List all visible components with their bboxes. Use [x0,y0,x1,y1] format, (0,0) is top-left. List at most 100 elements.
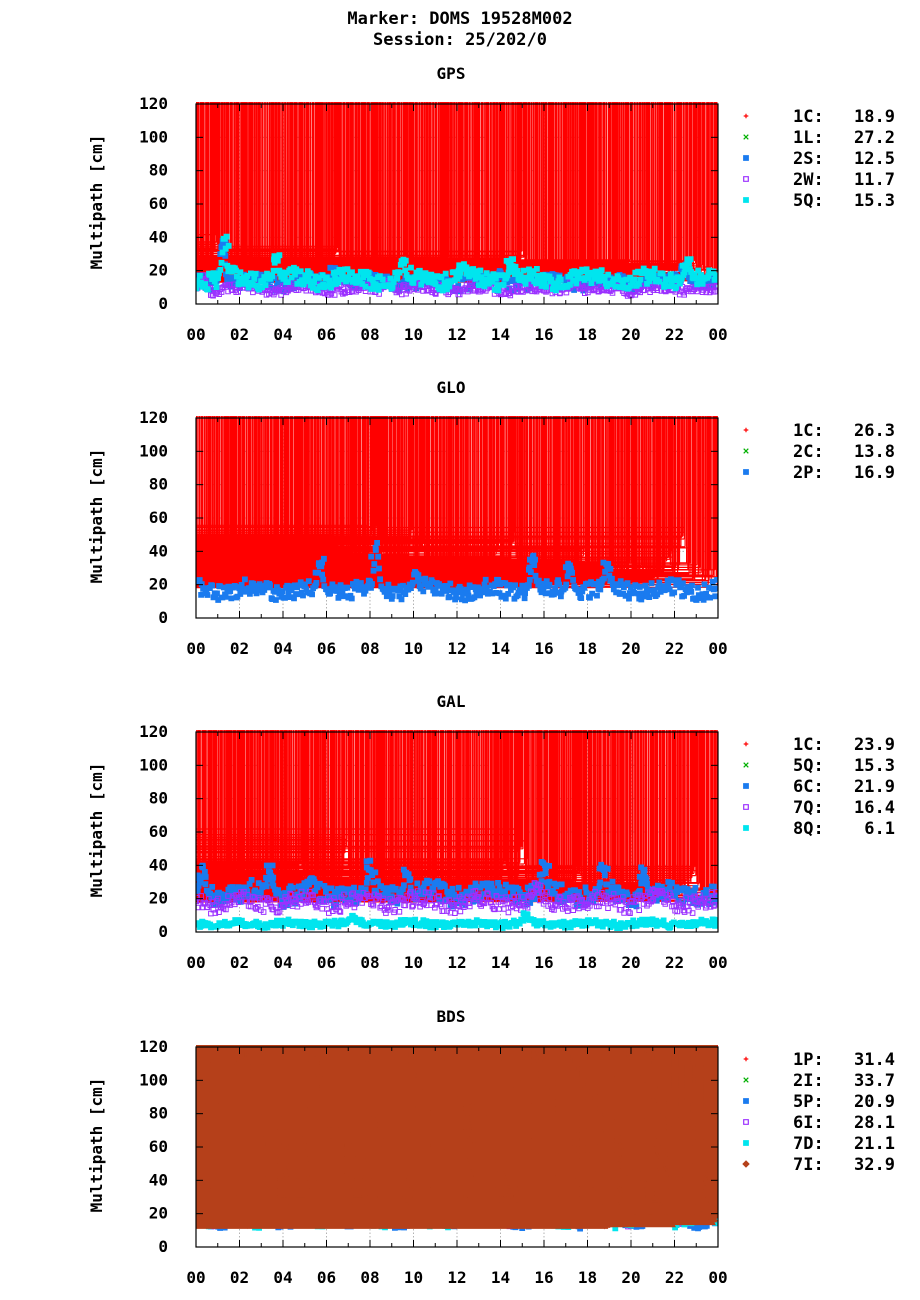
legend-value: 31.4 [854,1050,895,1070]
legend-marker [743,155,749,161]
legend-value: 23.9 [854,735,895,755]
legend-value: 13.8 [854,442,895,462]
x-tick-label: 04 [273,1268,292,1287]
y-tick-label: 80 [149,1104,168,1123]
legend-item: 2P: 16.9 [743,463,895,483]
x-tick-label: 00 [708,1268,727,1287]
legend-label: 7I: [793,1155,824,1175]
legend: 1C: 18.9 1L: 27.2 2S: 12.5 2W: 11.7 5Q: 15.3 [743,107,895,211]
legend-item: 1L: 27.2 [743,128,895,148]
y-tick-label: 120 [139,94,168,113]
x-tick-label: 10 [404,1268,423,1287]
marker-title: Marker: DOMS 19528M002 [347,9,573,29]
legend-item: 5P: 20.9 [743,1092,895,1112]
y-tick-label: 0 [158,294,168,313]
y-axis-label: Multipath [cm] [87,135,106,270]
data-points [196,1045,718,1232]
legend-item: 2C: 13.8 [743,442,895,462]
legend-marker [743,1140,749,1146]
legend-item: 1C: 26.3 [743,421,895,441]
legend-item: 5Q: 15.3 [743,756,895,776]
legend-value: 20.9 [854,1092,895,1112]
y-tick-label: 80 [149,161,168,180]
series-7i-points [196,1045,718,1230]
legend-label: 1C: [793,107,824,127]
legend: 1C: 26.3 2C: 13.8 2P: 16.9 [743,421,895,483]
legend-label: 5Q: [793,756,824,776]
x-tick-label: 18 [578,1268,597,1287]
x-tick-label: 22 [665,1268,684,1287]
x-tick-label: 14 [491,1268,510,1287]
legend-value: 32.9 [854,1155,895,1175]
x-tick-label: 02 [230,325,249,344]
legend-label: 1C: [793,421,824,441]
legend-marker [743,762,749,768]
legend-item: 2W: 11.7 [743,170,895,190]
legend-marker [743,825,749,831]
x-tick-label: 02 [230,639,249,658]
x-tick-label: 20 [621,1268,640,1287]
legend-label: 1C: [793,735,824,755]
legend-value: 28.1 [854,1113,895,1133]
legend-item: 2S: 12.5 [743,149,895,169]
legend-label: 5P: [793,1092,824,1112]
legend-marker [743,176,749,182]
x-tick-label: 08 [360,1268,379,1287]
chart-glo: 00 02 04 06 08 10 12 14 16 18 20 22 0002040608010012… [87,378,895,658]
x-tick-label: 02 [230,1268,249,1287]
x-tick-label: 12 [447,639,466,658]
x-tick-label: 10 [404,325,423,344]
x-tick-label: 08 [360,953,379,972]
y-axis-label: Multipath [cm] [87,1078,106,1213]
x-tick-label: 12 [447,953,466,972]
legend-marker [743,783,749,789]
x-tick-label: 00 [186,325,205,344]
legend-marker [743,448,749,454]
legend-marker [743,1077,749,1083]
legend-value: 18.9 [854,107,895,127]
legend-item: 1C: 18.9 [743,107,895,127]
legend: 1C: 23.9 5Q: 15.3 6C: 21.9 7Q: 16.4 8Q: 6.1 [743,735,895,839]
x-tick-label: 18 [578,639,597,658]
x-tick-label: 18 [578,953,597,972]
legend-value: 26.3 [854,421,895,441]
x-tick-label: 00 [186,953,205,972]
legend-item: 1P: 31.4 [743,1050,895,1070]
x-tick-label: 12 [447,1268,466,1287]
x-tick-label: 04 [273,639,292,658]
chart-title: GLO [437,378,466,397]
y-tick-label: 40 [149,855,168,874]
y-tick-label: 100 [139,127,168,146]
legend-label: 7Q: [793,798,824,818]
legend-label: 5Q: [793,191,824,211]
legend-value: 27.2 [854,128,895,148]
legend-label: 1P: [793,1050,824,1070]
x-tick-label: 16 [534,1268,553,1287]
chart-gal: 00 02 04 06 08 10 12 14 16 18 20 22 0002040608010012… [87,692,895,972]
y-tick-label: 20 [149,889,168,908]
legend-marker [743,1056,749,1062]
y-axis-label: Multipath [cm] [87,449,106,584]
legend-item: 6I: 28.1 [743,1113,895,1133]
x-tick-label: 10 [404,953,423,972]
legend-marker [743,197,749,203]
x-tick-label: 06 [317,1268,336,1287]
series-7q-points [196,880,718,917]
x-tick-label: 06 [317,325,336,344]
legend-value: 33.7 [854,1071,895,1091]
series-2p-points [196,540,718,604]
y-tick-label: 0 [158,1237,168,1256]
y-tick-label: 40 [149,541,168,560]
chart-gps: 00 02 04 06 08 10 12 14 16 18 20 22 0002040608010012… [87,64,895,344]
x-tick-label: 00 [708,953,727,972]
legend-label: 2I: [793,1071,824,1091]
legend-label: 2P: [793,463,824,483]
y-tick-label: 20 [149,575,168,594]
x-tick-label: 16 [534,953,553,972]
y-tick-label: 60 [149,508,168,527]
x-tick-label: 08 [360,325,379,344]
y-tick-label: 120 [139,408,168,427]
x-tick-label: 12 [447,325,466,344]
